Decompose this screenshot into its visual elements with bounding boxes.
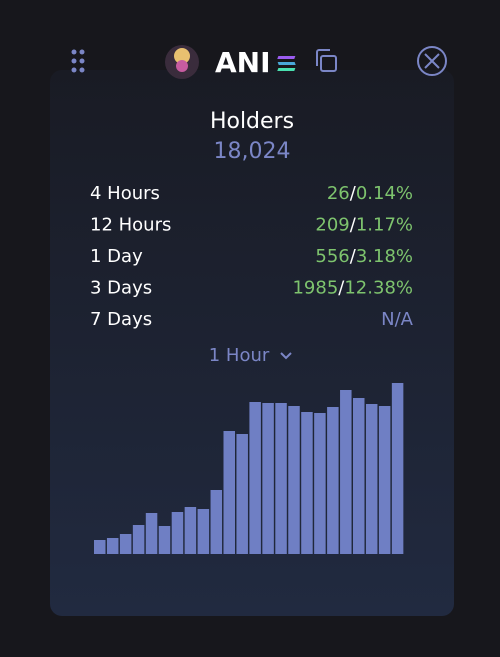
bar: [197, 509, 210, 554]
row-count: 556: [315, 246, 349, 267]
close-button[interactable]: [417, 46, 447, 76]
row-value: N/A: [381, 309, 414, 330]
token-title: ANI: [215, 46, 271, 79]
row-label: 12 Hours: [90, 215, 171, 236]
bar: [275, 403, 287, 554]
row-count: 209: [315, 215, 349, 236]
stats: 4 Hours 26/0.14%12 Hours 209/1.17%1 Day 556…: [90, 183, 414, 330]
row-separator: /: [350, 246, 357, 267]
bar: [236, 434, 248, 554]
row-separator: /: [338, 278, 345, 299]
bar: [106, 538, 119, 554]
dropdown-arrow[interactable]: [280, 352, 292, 360]
bar: [158, 526, 171, 554]
histogram: [94, 383, 404, 554]
row-label: 3 Days: [90, 278, 152, 299]
bar: [365, 404, 378, 554]
bar: [301, 412, 313, 554]
bar: [262, 403, 274, 554]
bar: [210, 490, 223, 554]
row-value: 26/0.14%: [327, 183, 413, 204]
row-value: 556/3.18%: [315, 246, 413, 267]
row-separator: /: [350, 183, 357, 204]
bar: [145, 513, 158, 554]
bar: [249, 402, 261, 554]
row-value: 1985/12.38%: [292, 278, 413, 299]
row-value: 209/1.17%: [315, 215, 413, 236]
bar: [353, 398, 365, 554]
row-count: 1985: [292, 278, 338, 299]
drag-handle[interactable]: [71, 49, 85, 73]
row-label: 7 Days: [90, 309, 152, 330]
holders-value: 18,024: [214, 139, 291, 164]
avatar-hair: [174, 48, 190, 64]
bar: [340, 390, 352, 554]
bar: [314, 413, 326, 554]
bar: [132, 525, 145, 554]
chain-icon: [277, 56, 296, 71]
bar: [119, 534, 132, 554]
row-pct: 3.18%: [356, 246, 413, 267]
row-pct: 0.14%: [356, 183, 413, 204]
bar: [223, 431, 235, 554]
row-count: 26: [327, 183, 350, 204]
row-separator: /: [350, 215, 357, 236]
bar: [378, 406, 391, 554]
row-label: 1 Day: [90, 246, 143, 267]
bar: [327, 407, 339, 554]
bar: [391, 383, 404, 554]
row-pct: 12.38%: [344, 278, 413, 299]
bar: [184, 507, 197, 554]
bar: [94, 540, 106, 554]
holders-label: Holders: [210, 109, 294, 134]
row-label: 4 Hours: [90, 183, 160, 204]
copy-button[interactable]: [316, 49, 337, 72]
bar: [171, 512, 184, 554]
avatar-dress: [176, 60, 188, 72]
bar: [288, 406, 300, 554]
interval-select[interactable]: 1 Hour: [209, 345, 270, 366]
row-pct: 1.17%: [356, 215, 413, 236]
